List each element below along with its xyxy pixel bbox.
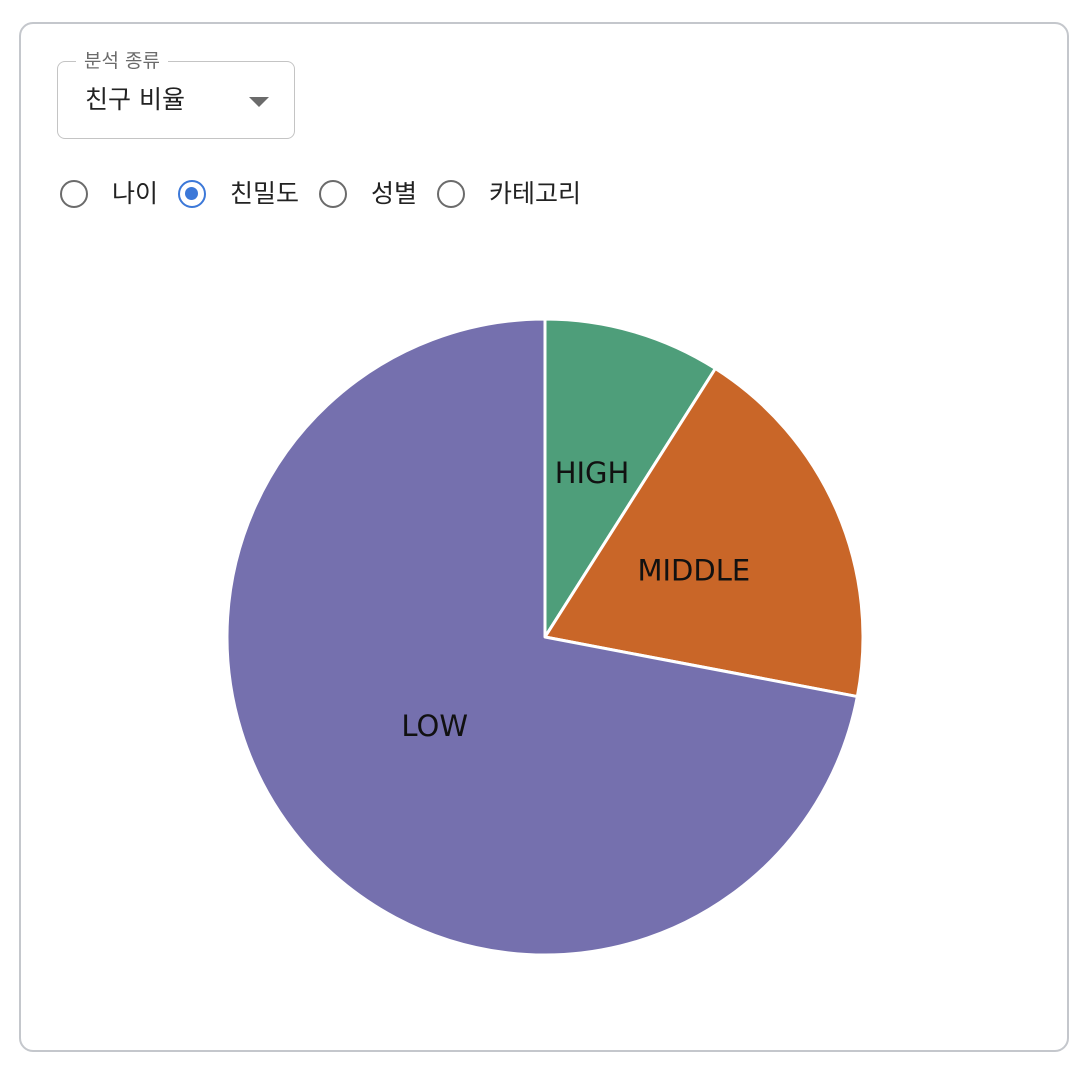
radio-gender[interactable]: 성별 <box>319 178 417 210</box>
pie-slice-middle[interactable] <box>543 367 865 699</box>
radio-category[interactable]: 카테고리 <box>437 178 581 210</box>
radio-intimacy-label: 친밀도 <box>230 179 300 208</box>
analysis-type-legend: 분석 종류 <box>76 49 168 73</box>
radio-category-label: 카테고리 <box>489 179 582 208</box>
pie-label-low: LOW <box>401 709 468 743</box>
radio-age[interactable]: 나이 <box>60 178 158 210</box>
pie-label-high: HIGH <box>555 456 630 490</box>
radio-intimacy-circle-icon[interactable] <box>178 180 207 208</box>
analysis-type-value: 친구 비율 <box>85 85 185 114</box>
pie-label-middle: MIDDLE <box>637 554 750 588</box>
pie-slice-low[interactable] <box>225 317 859 957</box>
radio-gender-circle-icon[interactable] <box>319 180 348 208</box>
analysis-type-select[interactable]: 분석 종류 친구 비율 <box>57 49 295 139</box>
radio-age-label: 나이 <box>112 179 159 208</box>
radio-intimacy[interactable]: 친밀도 <box>178 178 299 210</box>
radio-category-circle-icon[interactable] <box>437 180 466 208</box>
radio-age-circle-icon[interactable] <box>60 180 88 208</box>
dropdown-arrow-icon <box>249 97 269 107</box>
radio-gender-label: 성별 <box>371 179 418 208</box>
grouping-radio-group: 나이 친밀도 성별 카테고리 <box>60 172 601 216</box>
pie-slice-high[interactable] <box>543 317 717 639</box>
